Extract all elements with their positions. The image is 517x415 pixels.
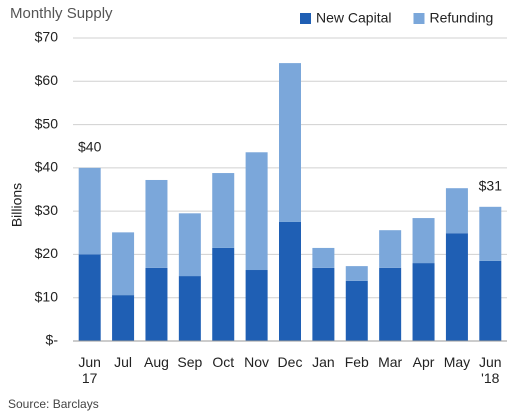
y-tick-label: $30 — [35, 202, 59, 218]
bar-segment — [78, 167, 101, 255]
y-tick-label: $60 — [35, 72, 59, 88]
y-tick-label: $- — [46, 332, 59, 348]
x-tick-label: Mar — [378, 354, 403, 370]
y-tick-label: $40 — [35, 159, 59, 175]
x-tick-label: May — [443, 354, 471, 370]
x-tick-label: Sep — [177, 354, 203, 370]
bar-segment — [212, 247, 235, 341]
y-tick-label: $20 — [35, 245, 59, 261]
legend-swatch — [413, 13, 425, 24]
y-tick-label: $50 — [35, 115, 59, 131]
bar-segment — [78, 254, 101, 341]
y-axis-title: Billions — [9, 183, 25, 227]
x-tick-label: Jan — [312, 354, 335, 370]
y-tick-label: $70 — [35, 29, 59, 45]
x-tick-label: Jun '18 — [479, 354, 502, 386]
bar-segment — [312, 247, 335, 268]
bar-segment — [112, 295, 135, 341]
bar-segment — [445, 188, 468, 234]
x-tick-label: Apr — [412, 354, 435, 370]
x-tick-label: Oct — [212, 354, 235, 370]
x-tick-label: Aug — [143, 354, 169, 370]
x-tick-label: Jul — [114, 354, 133, 370]
bar-segment — [178, 276, 201, 341]
x-tick-label: Nov — [244, 354, 270, 370]
bar-segment — [412, 263, 435, 341]
bar-segment — [312, 267, 335, 341]
bar-segment — [145, 267, 168, 341]
bar-segment — [479, 206, 502, 261]
bar-segment — [479, 260, 502, 341]
bar-segment — [112, 232, 135, 296]
bar-segment — [279, 221, 301, 341]
bar-segment — [245, 270, 268, 341]
bar-segment — [212, 173, 235, 248]
x-tick-label: Dec — [277, 354, 303, 370]
bar-segment — [412, 218, 435, 264]
bar-segment — [345, 280, 368, 341]
bar-segment — [145, 179, 168, 268]
y-tick-label: $10 — [35, 288, 59, 304]
bar-segment — [178, 213, 201, 277]
legend-swatch — [300, 13, 311, 24]
bar-segment — [379, 267, 402, 341]
bar-segment — [345, 266, 368, 281]
bar-segment — [279, 63, 301, 222]
x-tick-label: Feb — [344, 354, 369, 370]
bar-segment — [445, 233, 468, 341]
annotation: $40 — [78, 139, 102, 155]
legend-label: Refunding — [429, 10, 493, 26]
legend-label: New Capital — [316, 10, 391, 26]
x-tick-label: Jun 17 — [78, 354, 101, 386]
chart-title: Monthly Supply — [10, 5, 113, 22]
annotation: $31 — [479, 178, 503, 194]
bar-segment — [379, 230, 402, 268]
source: Source: Barclays — [8, 397, 99, 411]
bar-segment — [245, 152, 268, 271]
